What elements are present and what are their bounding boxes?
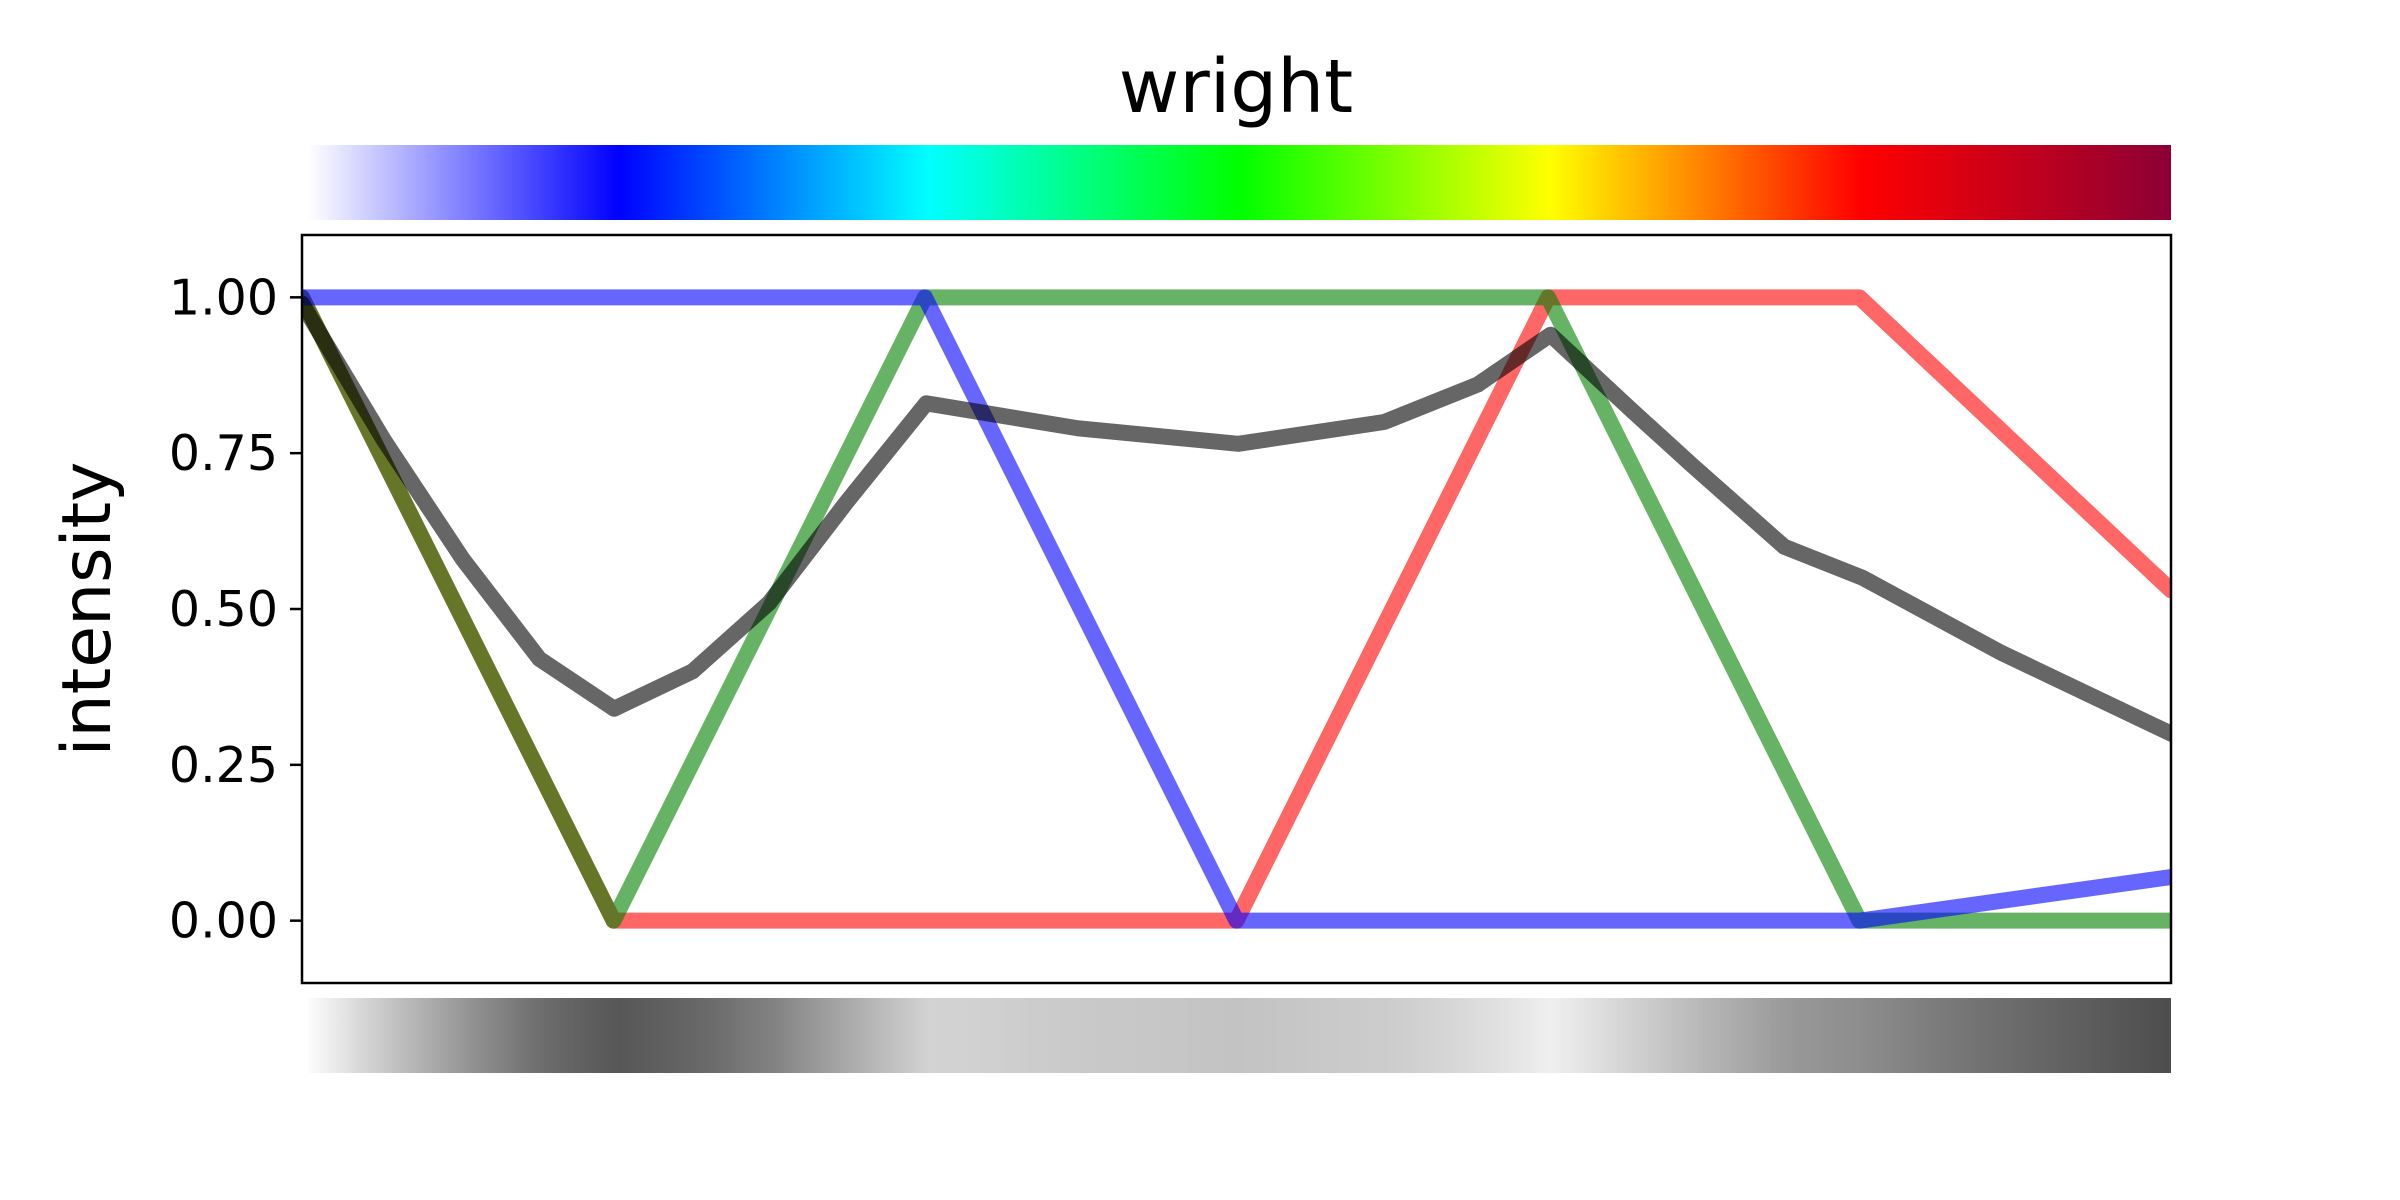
series-line-green xyxy=(302,289,2171,929)
y-tick-label: 0.00 xyxy=(169,893,278,950)
chart-title: wright xyxy=(1119,44,1353,130)
grayscale-colorbar xyxy=(308,998,2171,1073)
y-tick-label: 0.25 xyxy=(169,737,278,794)
y-tick-label: 0.50 xyxy=(169,581,278,638)
y-axis-label: intensity xyxy=(48,462,127,757)
y-tick-label: 0.75 xyxy=(169,425,278,482)
series-line-gray xyxy=(302,295,2171,742)
series-line-blue xyxy=(302,289,2171,929)
y-tick-label: 1.00 xyxy=(169,269,278,326)
series-line-red xyxy=(302,289,2171,929)
color-colorbar xyxy=(308,145,2171,220)
